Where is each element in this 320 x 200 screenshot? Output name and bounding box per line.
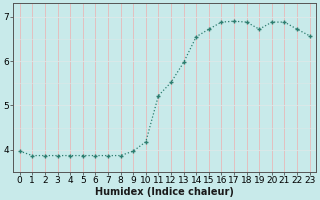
- X-axis label: Humidex (Indice chaleur): Humidex (Indice chaleur): [95, 187, 234, 197]
